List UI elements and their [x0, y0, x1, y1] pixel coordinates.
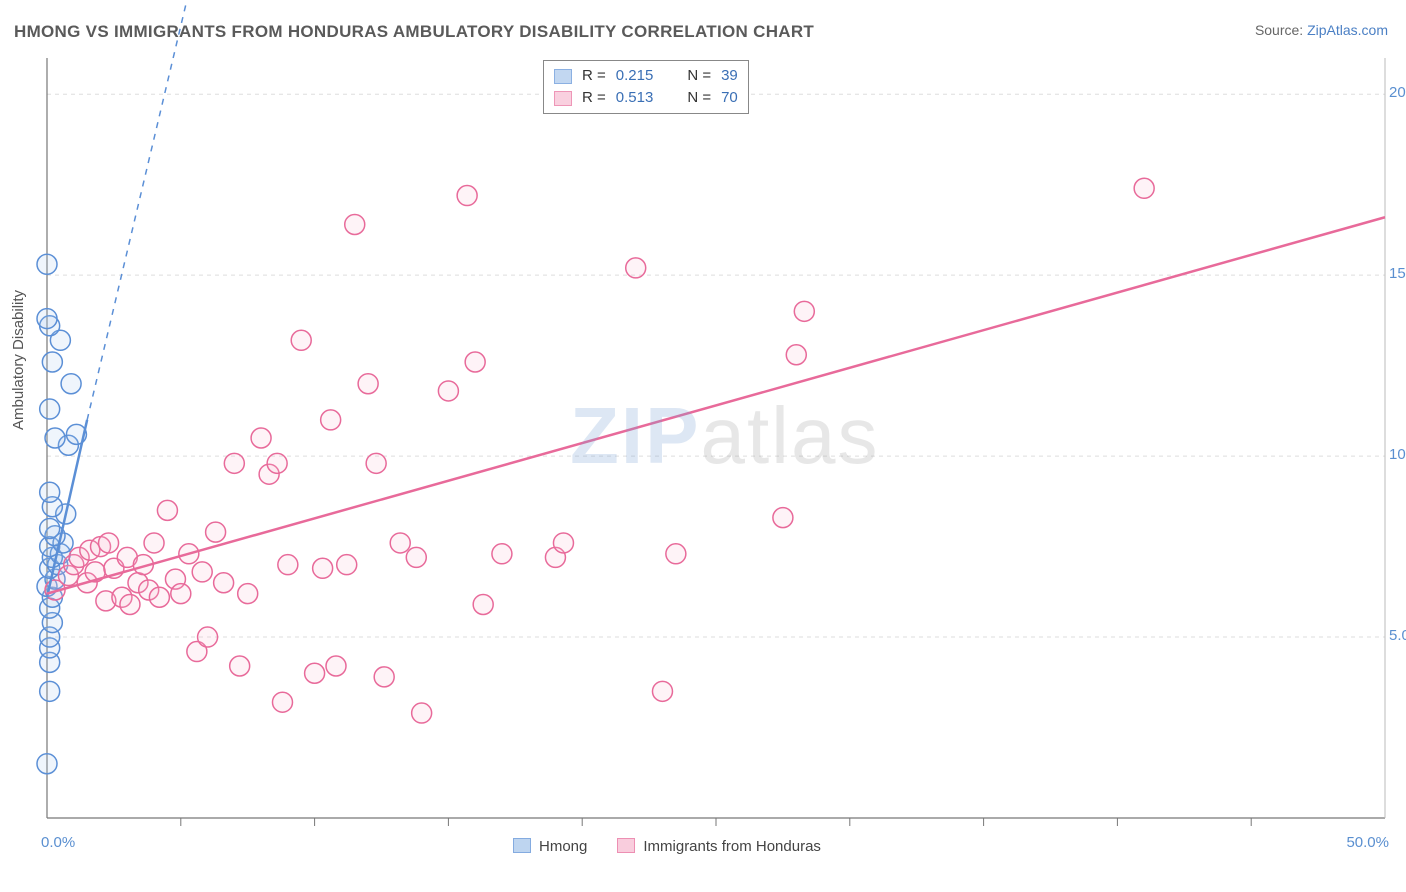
data-point	[786, 345, 806, 365]
stats-legend: R = 0.215 N = 39 R = 0.513 N = 70	[543, 60, 749, 114]
axis-tick-label: 50.0%	[1346, 834, 1389, 851]
stats-legend-row: R = 0.215 N = 39	[554, 65, 738, 87]
data-point	[358, 374, 378, 394]
data-point	[42, 352, 62, 372]
legend-item: Hmong	[513, 838, 587, 855]
data-point	[120, 594, 140, 614]
data-point	[37, 754, 57, 774]
data-point	[406, 547, 426, 567]
data-point	[40, 399, 60, 419]
data-point	[198, 627, 218, 647]
data-point	[214, 573, 234, 593]
data-point	[305, 663, 325, 683]
scatter-plot	[0, 0, 1405, 838]
data-point	[40, 681, 60, 701]
data-point	[37, 309, 57, 329]
legend-series-name: Hmong	[539, 838, 587, 855]
data-point	[230, 656, 250, 676]
data-point	[99, 533, 119, 553]
data-point	[473, 594, 493, 614]
legend-series-name: Immigrants from Honduras	[643, 838, 821, 855]
data-point	[40, 482, 60, 502]
legend-swatch	[554, 69, 572, 84]
data-point	[652, 681, 672, 701]
legend-n-value: 70	[721, 87, 738, 109]
legend-item: Immigrants from Honduras	[617, 838, 821, 855]
data-point	[171, 584, 191, 604]
legend-n-value: 39	[721, 65, 738, 87]
data-point	[337, 555, 357, 575]
data-point	[553, 533, 573, 553]
data-point	[272, 692, 292, 712]
data-point	[1134, 178, 1154, 198]
data-point	[366, 453, 386, 473]
data-point	[149, 587, 169, 607]
series-legend: Hmong Immigrants from Honduras	[513, 838, 821, 855]
legend-swatch	[617, 838, 635, 853]
data-point	[238, 584, 258, 604]
data-point	[267, 453, 287, 473]
data-point	[144, 533, 164, 553]
data-point	[465, 352, 485, 372]
legend-swatch	[554, 91, 572, 106]
data-point	[321, 410, 341, 430]
axis-tick-label: 10.0%	[1389, 446, 1406, 463]
legend-r-value: 0.215	[616, 65, 654, 87]
data-point	[37, 254, 57, 274]
legend-r-value: 0.513	[616, 87, 654, 109]
data-point	[206, 522, 226, 542]
data-point	[326, 656, 346, 676]
data-point	[773, 508, 793, 528]
legend-r-label: R =	[582, 87, 606, 109]
data-point	[251, 428, 271, 448]
data-point	[45, 428, 65, 448]
data-point	[291, 330, 311, 350]
data-point	[313, 558, 333, 578]
data-point	[794, 301, 814, 321]
data-point	[492, 544, 512, 564]
data-point	[412, 703, 432, 723]
axis-tick-label: 5.0%	[1389, 627, 1406, 644]
data-point	[61, 374, 81, 394]
trend-line	[47, 217, 1385, 593]
data-point	[390, 533, 410, 553]
axis-tick-label: 15.0%	[1389, 265, 1406, 282]
chart-container: HMONG VS IMMIGRANTS FROM HONDURAS AMBULA…	[0, 0, 1406, 892]
data-point	[157, 500, 177, 520]
axis-tick-label: 0.0%	[41, 834, 75, 851]
data-point	[626, 258, 646, 278]
data-point	[278, 555, 298, 575]
data-point	[224, 453, 244, 473]
data-point	[345, 214, 365, 234]
legend-n-label: N =	[687, 65, 711, 87]
data-point	[457, 186, 477, 206]
data-point	[192, 562, 212, 582]
legend-n-label: N =	[687, 87, 711, 109]
data-point	[374, 667, 394, 687]
legend-swatch	[513, 838, 531, 853]
legend-r-label: R =	[582, 65, 606, 87]
axis-tick-label: 20.0%	[1389, 84, 1406, 101]
data-point	[40, 518, 60, 538]
stats-legend-row: R = 0.513 N = 70	[554, 87, 738, 109]
trend-line-extrapolated	[87, 0, 207, 420]
data-point	[438, 381, 458, 401]
data-point	[666, 544, 686, 564]
